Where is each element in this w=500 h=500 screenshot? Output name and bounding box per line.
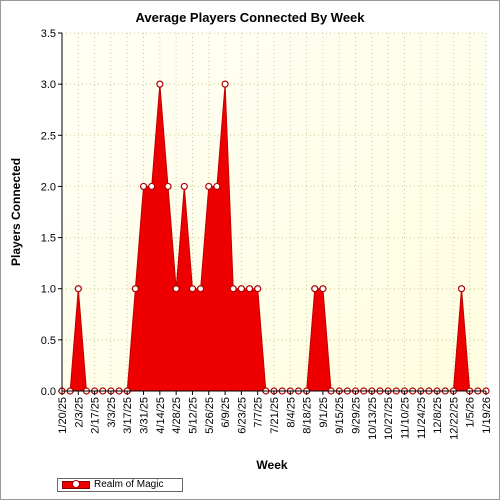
data-point bbox=[229, 285, 237, 293]
x-tick-label: 10/27/25 bbox=[383, 397, 395, 440]
x-tick-label: 6/23/25 bbox=[236, 397, 248, 434]
x-tick-label: 2/3/25 bbox=[73, 397, 85, 428]
x-tick-label: 1/20/25 bbox=[57, 397, 69, 434]
y-tick-label: 3.0 bbox=[41, 79, 56, 91]
data-point bbox=[254, 285, 262, 293]
data-point bbox=[221, 80, 229, 88]
x-tick-label: 8/4/25 bbox=[285, 397, 297, 428]
data-point bbox=[319, 285, 327, 293]
y-tick-label: 2.5 bbox=[41, 130, 56, 142]
data-point bbox=[74, 285, 82, 293]
x-tick-label: 2/17/25 bbox=[90, 397, 102, 434]
y-tick-label: 0.5 bbox=[41, 335, 56, 347]
x-tick-label: 11/24/25 bbox=[416, 397, 428, 439]
x-tick-label: 9/15/25 bbox=[334, 397, 346, 434]
legend-swatch bbox=[62, 480, 90, 489]
y-tick-label: 0.0 bbox=[41, 386, 56, 398]
data-point bbox=[197, 285, 205, 293]
x-tick-label: 12/8/25 bbox=[432, 397, 444, 434]
data-point bbox=[148, 182, 156, 191]
data-point bbox=[213, 182, 221, 191]
data-point bbox=[311, 285, 319, 293]
x-tick-label: 5/12/25 bbox=[187, 397, 199, 434]
data-point bbox=[156, 80, 164, 88]
x-axis-label: Week bbox=[256, 458, 287, 472]
data-point bbox=[164, 182, 172, 191]
data-point bbox=[172, 285, 180, 293]
data-point bbox=[457, 285, 466, 293]
legend-label: Realm of Magic bbox=[94, 479, 164, 490]
x-tick-label: 11/10/25 bbox=[399, 397, 411, 439]
data-point bbox=[139, 182, 148, 191]
data-point bbox=[180, 182, 188, 191]
y-axis-label: Players Connected bbox=[9, 158, 23, 266]
x-tick-label: 8/18/25 bbox=[302, 397, 314, 434]
y-tick-label: 1.5 bbox=[41, 233, 56, 245]
x-tick-label: 3/31/25 bbox=[139, 397, 151, 434]
y-tick-label: 1.0 bbox=[41, 284, 56, 296]
data-point bbox=[245, 285, 254, 293]
x-tick-label: 1/19/26 bbox=[481, 397, 493, 434]
x-tick-label: 3/3/25 bbox=[106, 397, 118, 428]
legend: Realm of Magic bbox=[57, 478, 183, 492]
chart-title: Average Players Connected By Week bbox=[135, 10, 365, 25]
data-point bbox=[205, 182, 213, 191]
x-tick-label: 5/26/25 bbox=[204, 397, 216, 434]
x-tick-label: 1/5/26 bbox=[465, 397, 477, 428]
legend-marker bbox=[72, 480, 80, 488]
x-tick-label: 12/22/25 bbox=[448, 397, 460, 440]
data-point bbox=[237, 285, 245, 293]
x-tick-label: 4/14/25 bbox=[155, 397, 167, 434]
x-tick-label: 9/1/25 bbox=[318, 397, 330, 428]
x-tick-label: 10/13/25 bbox=[367, 397, 379, 440]
y-tick-label: 2.0 bbox=[41, 181, 56, 193]
data-point bbox=[131, 285, 139, 293]
x-tick-label: 4/28/25 bbox=[171, 397, 183, 434]
x-tick-label: 3/17/25 bbox=[122, 397, 134, 434]
x-tick-label: 6/9/25 bbox=[220, 397, 232, 428]
data-point bbox=[188, 285, 197, 293]
x-tick-label: 7/21/25 bbox=[269, 397, 281, 434]
x-tick-label: 9/29/25 bbox=[351, 397, 363, 434]
x-tick-label: 7/7/25 bbox=[253, 397, 265, 428]
y-tick-label: 3.5 bbox=[41, 28, 56, 40]
